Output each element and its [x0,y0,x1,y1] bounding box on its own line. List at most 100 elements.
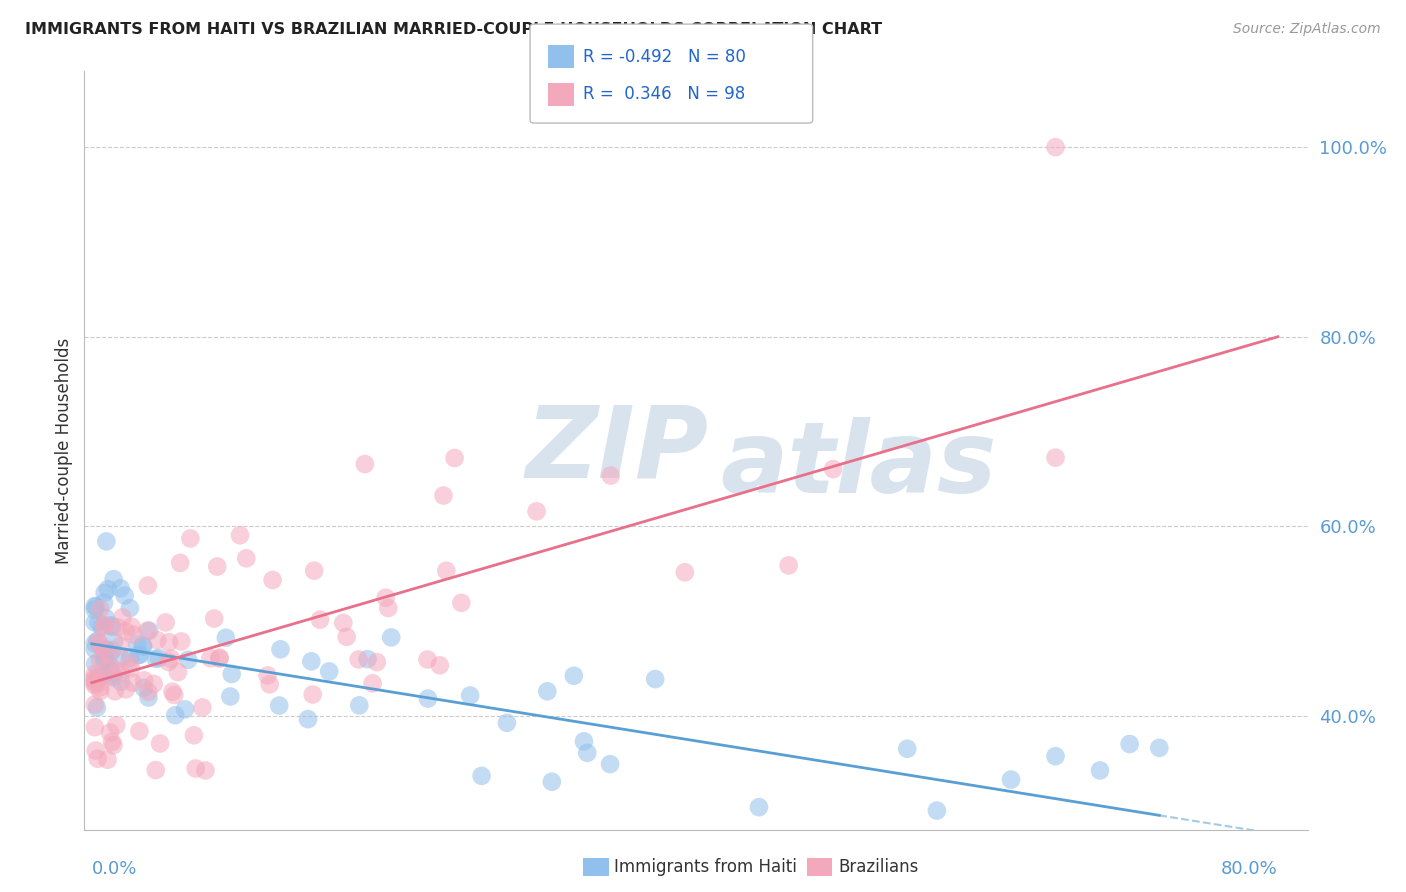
Point [107,620,129,634]
Point [215,631,238,645]
Point [374,591,396,605]
Point [262,573,284,587]
Point [89,675,111,690]
Point [93,619,115,633]
Point [336,630,359,644]
Point [108,639,131,653]
Point [208,650,231,665]
Point [114,624,136,639]
Point [93,596,115,610]
Point [202,611,225,625]
Point [103,738,125,752]
Point [146,633,169,648]
Point [100,668,122,682]
Point [270,642,292,657]
Point [83,603,105,617]
Point [366,655,388,669]
Point [97,665,120,679]
Point [380,631,402,645]
Point [83,673,105,687]
Point [1045,450,1067,465]
Point [86,752,108,766]
Point [318,665,340,679]
Point [536,684,558,698]
Point [170,634,193,648]
Point [434,564,457,578]
Point [114,682,136,697]
Point [91,643,114,657]
Point [86,700,108,714]
Point [562,669,585,683]
Point [118,656,141,670]
Point [162,684,184,698]
Point [194,764,217,778]
Point [83,676,105,690]
Point [572,734,595,748]
Point [1045,140,1067,154]
Point [540,774,562,789]
Point [93,642,115,657]
Point [83,642,105,657]
Point [94,642,117,657]
Point [347,652,370,666]
Point [128,724,150,739]
Point [105,718,128,732]
Point [87,672,110,686]
Point [93,586,115,600]
Point [229,528,252,542]
Point [208,651,231,665]
Point [191,700,214,714]
Point [138,690,160,705]
Point [925,804,948,818]
Point [165,708,187,723]
Point [823,462,845,476]
Point [644,672,666,686]
Point [97,660,120,674]
Point [169,556,191,570]
Point [94,651,117,665]
Point [83,674,105,689]
Point [748,800,770,814]
Point [84,657,107,671]
Point [160,651,183,665]
Point [136,624,159,638]
Point [89,684,111,698]
Point [221,667,243,681]
Point [121,675,143,690]
Point [86,633,108,648]
Point [429,658,451,673]
Point [149,737,172,751]
Point [132,681,155,695]
Point [101,666,124,681]
Point [94,618,117,632]
Point [84,743,107,757]
Point [127,637,149,651]
Point [297,712,319,726]
Point [138,624,160,638]
Point [157,635,180,649]
Text: Source: ZipAtlas.com: Source: ZipAtlas.com [1233,22,1381,37]
Text: Immigrants from Haiti: Immigrants from Haiti [614,858,797,876]
Point [302,564,325,578]
Point [132,640,155,654]
Point [157,655,180,669]
Point [1000,772,1022,787]
Point [299,654,322,668]
Point [673,566,696,580]
Point [91,621,114,635]
Point [496,715,519,730]
Point [177,653,200,667]
Text: Brazilians: Brazilians [838,858,918,876]
Point [219,690,242,704]
Point [83,720,105,734]
Point [896,741,918,756]
Point [1045,749,1067,764]
Point [416,691,439,706]
Point [121,620,143,634]
Point [122,628,145,642]
Point [110,582,132,596]
Point [136,685,159,699]
Point [259,677,281,691]
Point [432,489,454,503]
Point [98,658,121,673]
